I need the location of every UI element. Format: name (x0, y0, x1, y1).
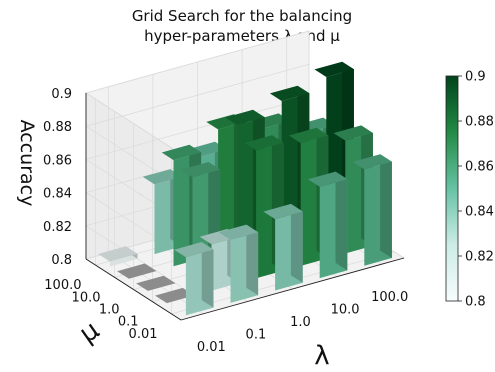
bar (98, 246, 138, 267)
bar-top (218, 224, 259, 240)
bar (174, 242, 214, 316)
z-tick-label: 0.9 (51, 87, 72, 102)
colorbar-gradient (445, 75, 459, 302)
x-tick-label: 0.01 (197, 340, 226, 355)
z-tick-label: 0.88 (43, 120, 72, 135)
chart-subtitle: hyper-parameters λ and μ (144, 27, 340, 45)
bar (263, 203, 303, 291)
bar (307, 171, 348, 279)
x-tick-label: 100.0 (371, 290, 408, 305)
bar-top (263, 203, 303, 220)
bar-top (174, 242, 214, 258)
y-tick-label: 0.01 (129, 327, 158, 342)
bar-top (155, 287, 195, 304)
y-axis-label: μ (74, 315, 105, 349)
bar-top (244, 135, 284, 151)
bar-top (161, 144, 202, 161)
y-tick-label: 0.1 (118, 315, 139, 330)
z-tick-label: 0.82 (43, 220, 72, 235)
colorbar-tick-label: 0.86 (465, 160, 494, 175)
z-tick-label: 0.86 (43, 153, 72, 168)
x-tick-label: 10.0 (331, 303, 360, 318)
bar-front-face (109, 253, 138, 267)
y-axis-line (85, 258, 182, 321)
colorbar-tick-label: 0.84 (465, 205, 494, 220)
colorbar: 0.8 0.82 0.84 0.86 0.88 0.9 (445, 70, 494, 310)
bar-top (98, 246, 138, 262)
bar-side-face (246, 224, 259, 296)
bar (352, 154, 392, 266)
bar-top (180, 162, 221, 178)
y-tick-label: 1.0 (99, 303, 120, 318)
bar-top (142, 169, 183, 185)
bar-top (333, 125, 373, 141)
bar-side-face (380, 154, 392, 258)
axis-labels: Accuracy μ λ 0.80.820.840.860.880.90.010… (16, 87, 408, 371)
y-tick-label: 100.0 (44, 278, 81, 293)
x-tick-label: 0.1 (246, 327, 267, 342)
bar (218, 224, 259, 303)
bar-top (288, 127, 329, 144)
x-axis-line (180, 257, 405, 321)
bar-top (117, 263, 157, 279)
bars (98, 61, 392, 316)
bar (117, 263, 157, 279)
z-tick-label: 0.84 (43, 187, 72, 202)
bar-top (269, 85, 310, 101)
z-tick-label: 0.8 (51, 253, 72, 268)
colorbar-tick-label: 0.8 (465, 295, 486, 310)
chart-title: Grid Search for the balancing hyper-para… (132, 7, 352, 45)
x-axis-label: λ (314, 341, 329, 368)
chart-title-line-1: Grid Search for the balancing (132, 7, 352, 25)
bar-top (225, 109, 265, 125)
bar (155, 287, 195, 304)
x-tick-label: 1.0 (290, 315, 311, 330)
bar-side-face (201, 242, 214, 308)
bar-top (314, 61, 354, 77)
z-axis-label: Accuracy (16, 120, 38, 207)
bar (136, 275, 176, 291)
bar-side-face (290, 203, 303, 283)
colorbar-tick-label: 0.9 (465, 70, 486, 85)
bar-top (352, 154, 392, 170)
colorbar-tick-label: 0.88 (465, 115, 494, 130)
y-tick-label: 10.0 (72, 290, 101, 305)
bar-side-face (335, 171, 348, 271)
bar-top (307, 171, 348, 187)
bar-top (136, 275, 176, 291)
colorbar-tick-label: 0.82 (465, 250, 494, 265)
